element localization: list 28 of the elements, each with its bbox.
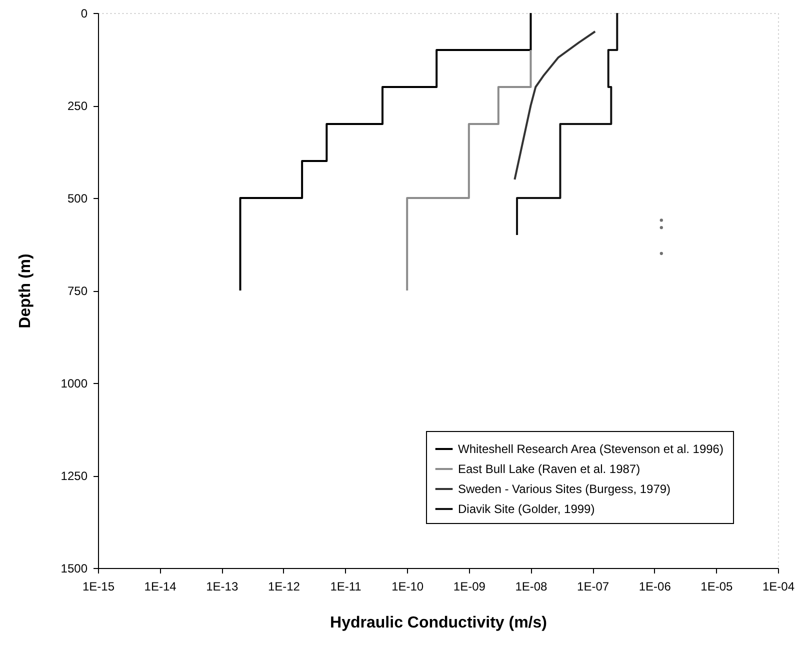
x-tick-label: 1E-07 [577, 580, 610, 594]
y-tick-label: 500 [67, 192, 88, 206]
x-tick-label: 1E-13 [206, 580, 238, 594]
x-tick-label: 1E-05 [700, 580, 734, 594]
x-tick-label: 1E-06 [638, 580, 672, 594]
y-tick-label: 750 [67, 284, 88, 298]
y-tick-label: 1500 [60, 562, 88, 576]
x-tick-label: 1E-09 [453, 580, 486, 594]
legend-label: Whiteshell Research Area (Stevenson et al. 1996) [458, 442, 724, 456]
y-axis-title: Depth (m) [16, 254, 34, 328]
x-tick-label: 1E-11 [330, 580, 362, 594]
y-tick-label: 0 [80, 6, 88, 20]
legend-label: Sweden - Various Sites (Burgess, 1979) [458, 482, 671, 496]
point [660, 252, 663, 256]
x-axis-title: Hydraulic Conductivity (m/s) [330, 614, 547, 632]
point [660, 226, 663, 230]
y-tick-label: 250 [67, 99, 88, 113]
legend-label: East Bull Lake (Raven et al. 1987) [458, 462, 640, 476]
x-tick-label: 1E-04 [762, 580, 795, 594]
y-tick-label: 1000 [60, 376, 88, 390]
x-tick-label: 1E-14 [144, 580, 177, 594]
y-tick-label: 1250 [60, 469, 88, 483]
legend-label: Diavik Site (Golder, 1999) [458, 502, 595, 516]
x-tick-label: 1E-10 [392, 580, 424, 594]
x-tick-label: 1E-15 [82, 580, 115, 594]
x-tick-label: 1E-12 [268, 580, 300, 594]
x-tick-label: 1E-08 [515, 580, 548, 594]
point [660, 218, 663, 222]
